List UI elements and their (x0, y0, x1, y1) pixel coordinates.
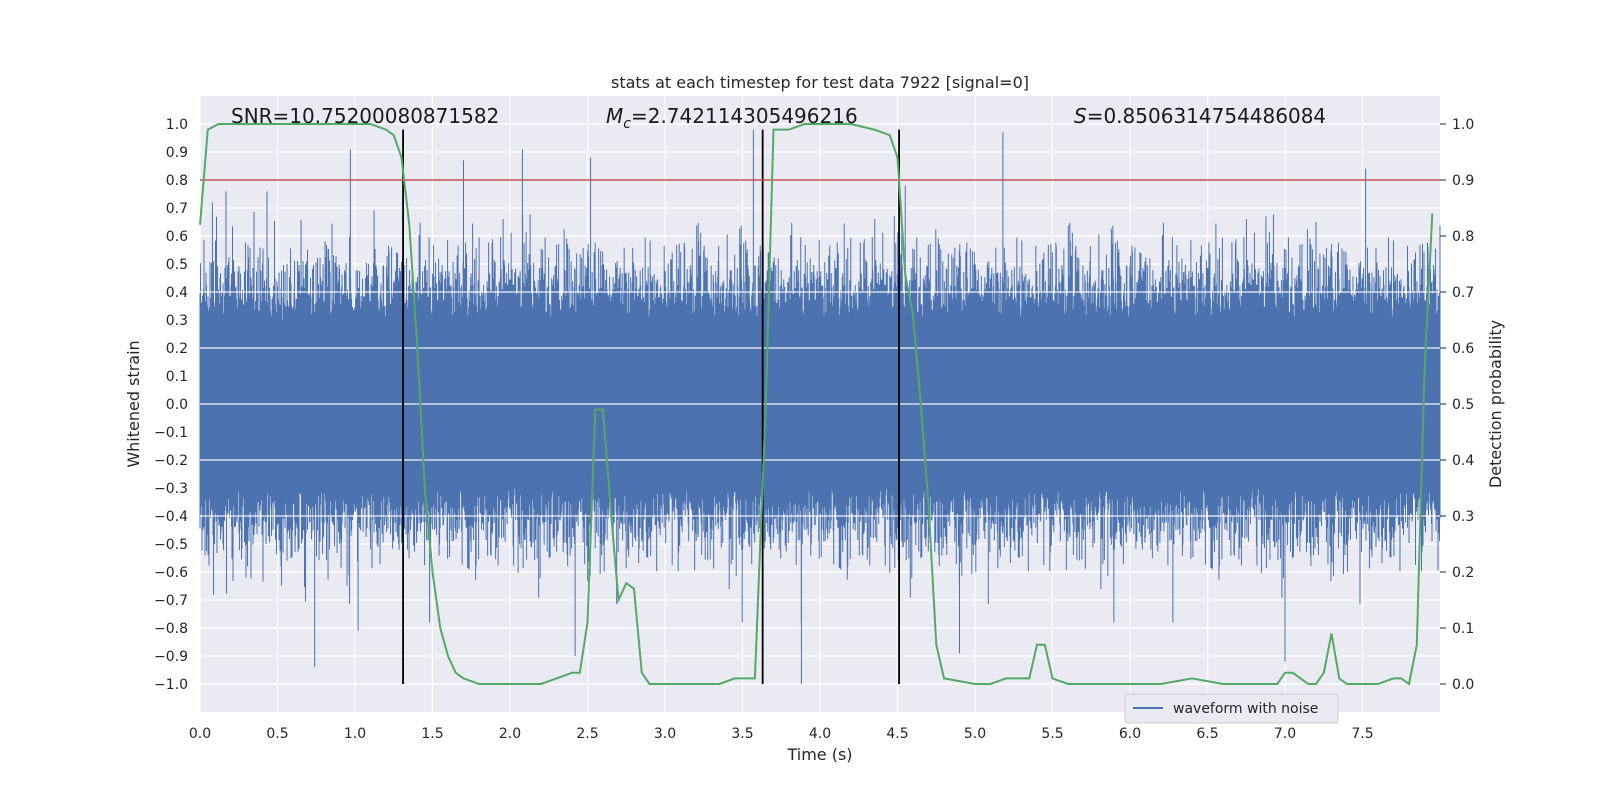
chirp-mass-annotation: Mc=2.742114305496216 (606, 104, 858, 132)
y-tick-label: −0.2 (154, 453, 188, 469)
x-tick-label: 5.0 (964, 726, 986, 742)
y2-tick-label: 0.0 (1452, 677, 1474, 693)
y-tick-label: 1.0 (166, 117, 188, 133)
y-tick-label: 0.0 (166, 397, 188, 413)
legend: waveform with noise (1124, 693, 1339, 724)
y-tick-label: 0.9 (166, 145, 188, 161)
y2-tick-label: 0.5 (1452, 397, 1474, 413)
y-tick-label: −0.9 (154, 649, 188, 665)
y-tick-label: 0.3 (166, 313, 188, 329)
y2-tick-label: 0.3 (1452, 509, 1474, 525)
y2-axis-ticks: 0.0 0.1 0.2 0.3 0.4 0.5 0.6 0.7 0.8 0.9 1.0 (1440, 117, 1474, 693)
y-tick-label: −0.7 (154, 593, 188, 609)
y2-tick-label: 1.0 (1452, 117, 1474, 133)
x-tick-label: 1.0 (344, 726, 366, 742)
detection-boundary-lines (402, 129, 900, 684)
y-tick-label: −0.8 (154, 621, 188, 637)
y2-tick-label: 0.2 (1452, 565, 1474, 581)
x-tick-label: 2.0 (499, 726, 521, 742)
y-tick-label: −0.4 (154, 509, 188, 525)
x-tick-label: 6.0 (1119, 726, 1141, 742)
y-tick-label: 0.8 (166, 173, 188, 189)
detection-probability-line (199, 123, 1434, 686)
score-annotation: S=0.8506314754486084 (1074, 104, 1326, 128)
y-axis-ticks: −1.0 −0.9 −0.8 −0.7 −0.6 −0.5 −0.4 −0.3 −0.2 −0.1… (154, 117, 188, 693)
x-tick-label: 4.0 (809, 726, 831, 742)
s-value: =0.8506314754486084 (1087, 104, 1326, 128)
mc-value: =2.742114305496216 (631, 104, 858, 128)
y2-tick-label: 0.8 (1452, 229, 1474, 245)
legend-entry-waveform: waveform with noise (1173, 701, 1318, 717)
legend-box (1124, 693, 1339, 724)
y-axis-label: Whitened strain (124, 340, 143, 467)
x-tick-label: 0.0 (189, 726, 211, 742)
chart-title: stats at each timestep for test data 792… (611, 73, 1029, 92)
y-tick-label: 0.7 (166, 201, 188, 217)
y-tick-label: −0.1 (154, 425, 188, 441)
x-tick-label: 7.0 (1274, 726, 1296, 742)
x-axis-label: Time (s) (786, 745, 852, 764)
x-tick-label: 4.5 (886, 726, 908, 742)
y2-tick-label: 0.1 (1452, 621, 1474, 637)
y2-tick-label: 0.4 (1452, 453, 1474, 469)
x-tick-label: 2.5 (576, 726, 598, 742)
y-tick-label: 0.6 (166, 229, 188, 245)
x-tick-label: 0.5 (266, 726, 288, 742)
y-tick-label: 0.4 (166, 285, 188, 301)
x-tick-label: 3.0 (654, 726, 676, 742)
y-tick-label: 0.2 (166, 341, 188, 357)
mc-symbol: M (606, 104, 623, 128)
snr-annotation: SNR=10.75200080871582 (231, 104, 499, 128)
x-tick-label: 5.5 (1041, 726, 1063, 742)
x-tick-label: 3.5 (731, 726, 753, 742)
y2-tick-label: 0.6 (1452, 341, 1474, 357)
y-tick-label: −1.0 (154, 677, 188, 693)
s-symbol: S (1074, 104, 1087, 128)
y2-tick-label: 0.9 (1452, 173, 1474, 189)
y-tick-label: −0.6 (154, 565, 188, 581)
x-tick-label: 7.5 (1351, 726, 1373, 742)
mc-subscript: c (623, 116, 631, 132)
x-tick-label: 1.5 (421, 726, 443, 742)
y2-axis-label: Detection probability (1486, 320, 1505, 488)
y-tick-label: −0.3 (154, 481, 188, 497)
y-tick-label: 0.5 (166, 257, 188, 273)
y-tick-label: 0.1 (166, 369, 188, 385)
x-tick-label: 6.5 (1196, 726, 1218, 742)
x-axis-ticks: 0.0 0.5 1.0 1.5 2.0 2.5 3.0 3.5 4.0 4.5 5.0 5.5 6.0 6… (189, 726, 1374, 742)
y-tick-label: −0.5 (154, 537, 188, 553)
waveform-with-noise-series (199, 129, 1441, 684)
y2-tick-label: 0.7 (1452, 285, 1474, 301)
